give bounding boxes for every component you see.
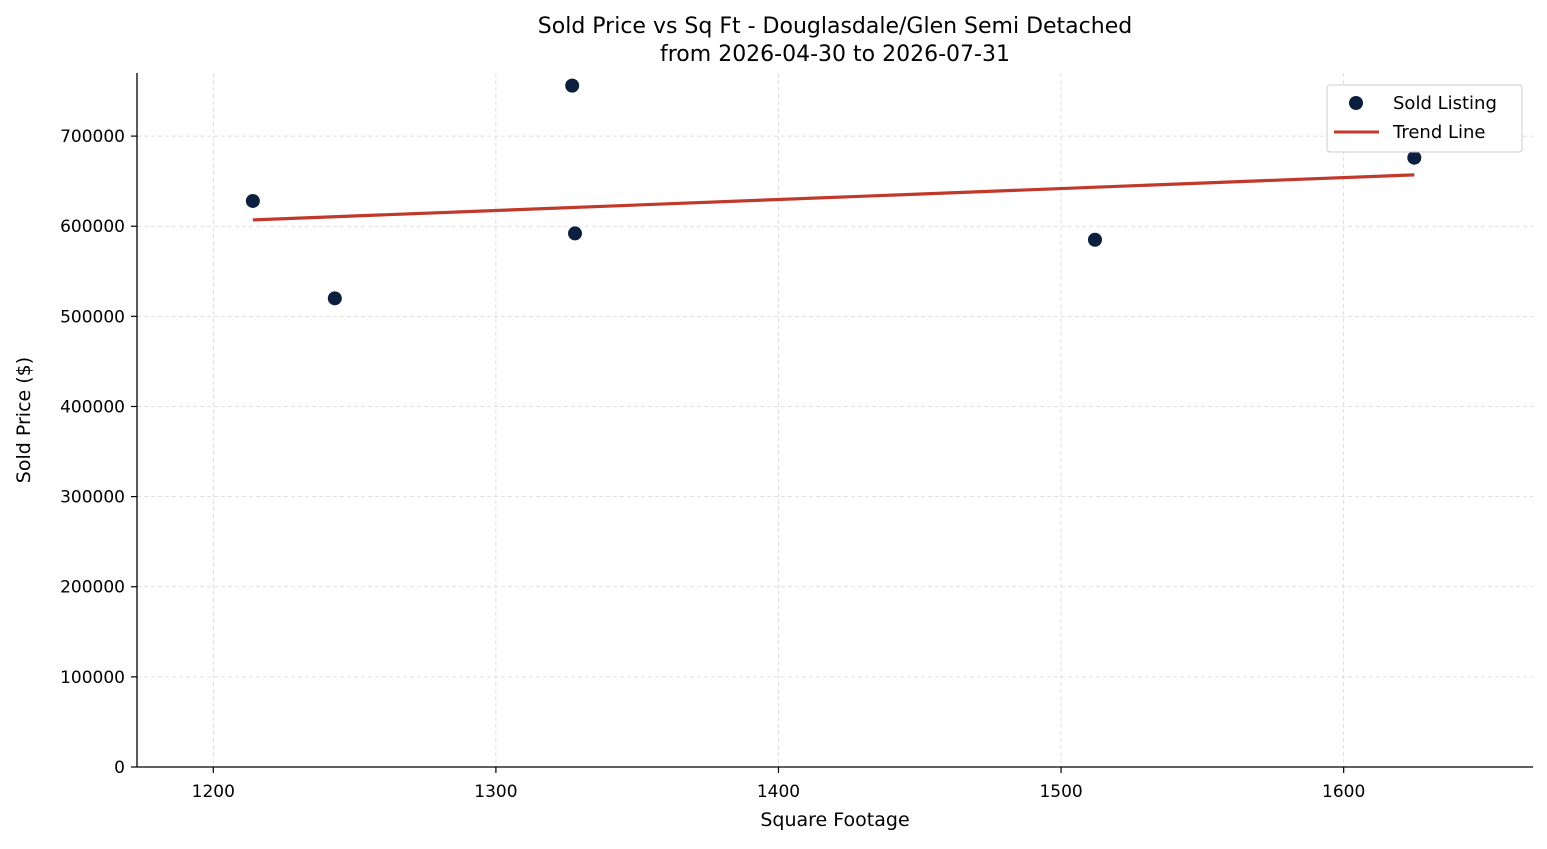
data-point	[568, 226, 583, 241]
chart-subtitle: from 2026-04-30 to 2026-07-31	[660, 42, 1010, 67]
data-point	[1087, 232, 1102, 247]
y-tick-label: 0	[114, 758, 125, 778]
x-tick-label: 1300	[474, 782, 517, 802]
y-tick-label: 300000	[60, 488, 125, 508]
y-tick-label: 600000	[60, 217, 125, 237]
legend: Sold Listing Trend Line	[1326, 84, 1523, 153]
y-tick-label: 400000	[60, 397, 125, 417]
x-axis-label: Square Footage	[760, 809, 909, 831]
y-tick-label: 700000	[60, 127, 125, 147]
chart-title: Sold Price vs Sq Ft - Douglasdale/Glen S…	[538, 14, 1132, 39]
legend-label-trend-line: Trend Line	[1392, 122, 1486, 143]
y-axis-label: Sold Price ($)	[13, 357, 35, 483]
x-tick-label: 1600	[1322, 782, 1365, 802]
y-tick-label: 500000	[60, 307, 125, 327]
data-point	[245, 193, 260, 208]
data-point	[327, 291, 342, 306]
x-tick-label: 1400	[757, 782, 800, 802]
trend-line	[252, 173, 1415, 222]
x-tick-label: 1200	[192, 782, 235, 802]
x-tick-label: 1500	[1039, 782, 1082, 802]
series	[245, 78, 1422, 306]
y-tick-label: 200000	[60, 578, 125, 598]
legend-marker-sold-listing	[1349, 96, 1363, 110]
data-point	[565, 78, 580, 93]
legend-label-sold-listing: Sold Listing	[1393, 93, 1497, 114]
axes	[136, 73, 1533, 768]
data-point	[1407, 150, 1422, 165]
y-tick-label: 100000	[60, 668, 125, 688]
y-ticks: 0 100000 200000 300000 400000 500000 600000 700…	[60, 127, 137, 778]
x-ticks: 1200 1300 1400 1500 1600	[192, 767, 1365, 802]
legend-box	[1326, 84, 1523, 153]
